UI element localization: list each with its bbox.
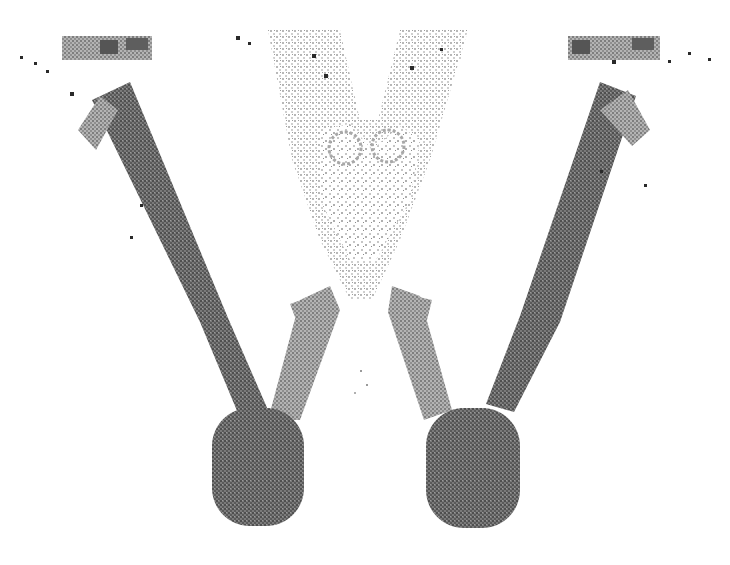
right-stroke [486, 82, 650, 412]
right-inner-stroke [388, 286, 452, 420]
left-stroke [78, 82, 268, 418]
center-crossing [268, 30, 468, 300]
right-foot [426, 408, 520, 528]
scattered-specks [20, 36, 711, 394]
top-left-serif [62, 36, 152, 60]
left-foot [212, 408, 304, 526]
left-inner-stroke [268, 286, 340, 420]
top-center-serifs [282, 30, 462, 60]
top-right-serif [568, 36, 660, 60]
